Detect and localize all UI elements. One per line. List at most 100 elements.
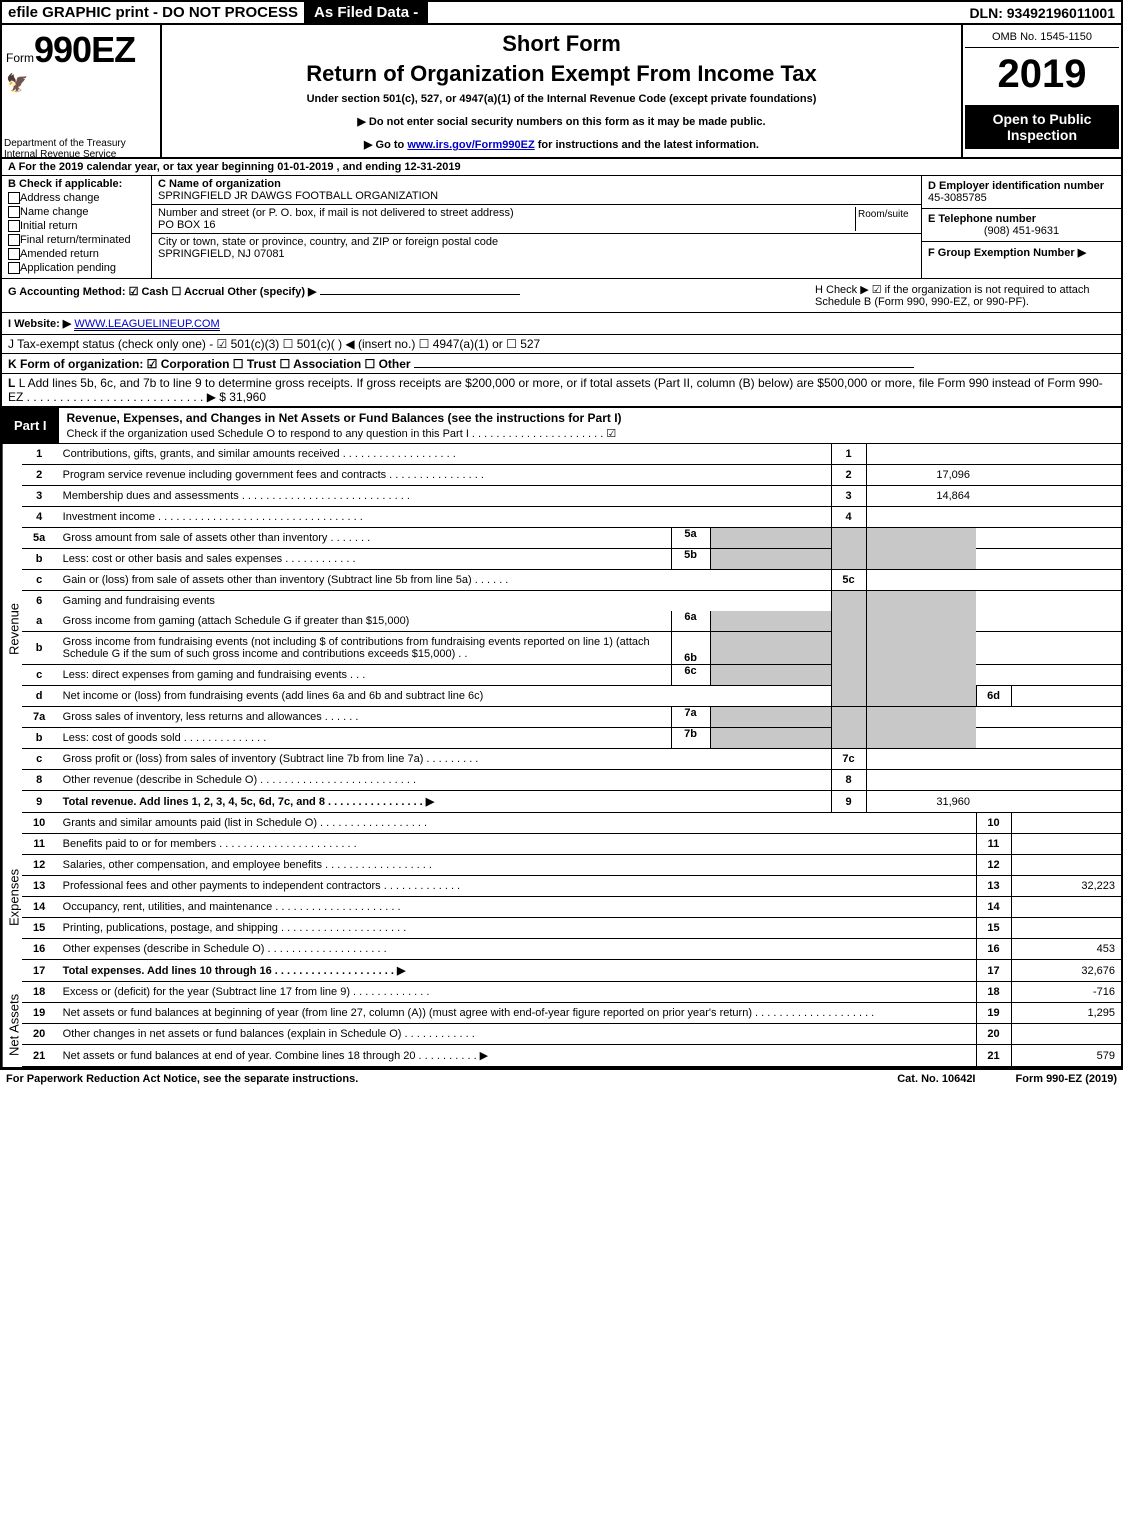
revenue-block: Revenue 1Contributions, gifts, grants, a… [2,444,1121,813]
part-1-title: Revenue, Expenses, and Changes in Net As… [59,407,1121,444]
form-label: Form [6,51,34,65]
tax-year: 2019 [965,48,1119,101]
amt-6b [711,632,831,664]
line-11: 11Benefits paid to or for members . . . … [22,834,1121,855]
as-filed-label: As Filed Data - [304,2,428,23]
line-14: 14Occupancy, rent, utilities, and mainte… [22,897,1121,918]
dept-treasury: Department of the Treasury Internal Reve… [4,138,156,160]
check-label-2: Initial return [20,220,77,232]
line-17: 17Total expenses. Add lines 10 through 1… [22,960,1121,982]
k-other-input[interactable] [414,356,914,368]
dept-line-1: Department of the Treasury [4,138,156,149]
dept-line-2: Internal Revenue Service [4,149,156,160]
street-label: Number and street (or P. O. box, if mail… [158,207,514,219]
header-right: OMB No. 1545-1150 2019 Open to Public In… [961,25,1121,157]
line-5a: 5aGross amount from sale of assets other… [22,528,1121,549]
check-label-4: Amended return [20,248,99,260]
open-public-label: Open to Public Inspection [965,105,1119,149]
header-row: Form 990EZ 🦅 Short Form Return of Organi… [2,25,1121,159]
irs-eagle-icon: 🦅 [6,73,156,94]
section-d-label: D Employer identification number [928,180,1104,192]
section-h: H Check ▶ ☑ if the organization is not r… [815,283,1115,308]
row-i: I Website: ▶ WWW.LEAGUELINEUP.COM [2,313,1121,335]
desc-5b: Less: cost or other basis and sales expe… [57,549,671,569]
amt-6a [711,611,831,631]
box-5a: 5a [671,528,711,548]
section-g: G Accounting Method: ☑ Cash ☐ Accrual Ot… [8,286,317,298]
amt-5b [711,549,831,569]
part-1-title-text: Revenue, Expenses, and Changes in Net As… [67,411,622,425]
part-1-label: Part I [2,415,59,436]
box-6b: 6b [671,632,711,664]
section-c: C Name of organization SPRINGFIELD JR DA… [152,176,921,278]
section-k: K Form of organization: ☑ Corporation ☐ … [2,354,1121,374]
top-bar: efile GRAPHIC print - DO NOT PROCESS As … [2,2,1121,25]
phone-value: (908) 451-9631 [928,225,1115,237]
footer: For Paperwork Reduction Act Notice, see … [0,1069,1123,1088]
form-container: efile GRAPHIC print - DO NOT PROCESS As … [0,0,1123,1069]
right-boxes: D Employer identification number 45-3085… [921,176,1121,278]
desc-6b: Gross income from fundraising events (no… [57,632,671,664]
netassets-block: Net Assets 18Excess or (deficit) for the… [2,982,1121,1067]
ein-value: 45-3085785 [928,192,987,204]
line-18: 18Excess or (deficit) for the year (Subt… [22,982,1121,1003]
line-3: 3Membership dues and assessments . . . .… [22,486,1121,507]
section-k-text: K Form of organization: ☑ Corporation ☐ … [8,357,411,371]
desc-6a: Gross income from gaming (attach Schedul… [57,611,671,631]
line-5c: cGain or (loss) from sale of assets othe… [22,570,1121,591]
line-6: 6Gaming and fundraising events [22,591,1121,612]
expenses-side-label: Expenses [2,813,22,982]
section-j: J Tax-exempt status (check only one) - ☑… [2,335,1121,354]
omb-number: OMB No. 1545-1150 [965,27,1119,48]
row-gh: G Accounting Method: ☑ Cash ☐ Accrual Ot… [2,279,1121,313]
part-1-subtitle: Check if the organization used Schedule … [67,427,1113,440]
section-i-label: I Website: ▶ [8,318,71,330]
header-center: Short Form Return of Organization Exempt… [162,25,961,157]
check-section: B Check if applicable: Address change Na… [2,176,1121,279]
amt-5a [711,528,831,548]
section-a: A For the 2019 calendar year, or tax yea… [2,159,1121,176]
line-2: 2Program service revenue including gover… [22,465,1121,486]
check-label-5: Application pending [20,262,116,274]
check-label-1: Name change [20,206,89,218]
header-subtitle: Under section 501(c), 527, or 4947(a)(1)… [168,93,955,105]
line-16: 16Other expenses (describe in Schedule O… [22,939,1121,960]
desc-6c: Less: direct expenses from gaming and fu… [57,665,671,685]
amt-6c [711,665,831,685]
checkbox-pending[interactable] [8,262,20,274]
check-label-0: Address change [20,192,100,204]
box-7a: 7a [671,707,711,727]
revenue-side-label: Revenue [2,444,22,813]
desc-7b: Less: cost of goods sold . . . . . . . .… [57,728,671,748]
arrow-line-1: ▶ Do not enter social security numbers o… [168,115,955,128]
irs-link[interactable]: www.irs.gov/Form990EZ [407,139,534,151]
part-1-header: Part I Revenue, Expenses, and Changes in… [2,407,1121,444]
website-link[interactable]: WWW.LEAGUELINEUP.COM [74,318,219,331]
footer-center: Cat. No. 10642I [857,1073,1015,1085]
amt-7b [711,728,831,748]
line-1: 1Contributions, gifts, grants, and simil… [22,444,1121,465]
form-number: 990EZ [34,29,135,71]
street-value: PO BOX 16 [158,219,215,231]
expenses-block: Expenses 10Grants and similar amounts pa… [2,813,1121,982]
checkbox-amended[interactable] [8,248,20,260]
netassets-table: 18Excess or (deficit) for the year (Subt… [22,982,1121,1067]
section-l-amount: $ 31,960 [219,390,266,404]
desc-5a: Gross amount from sale of assets other t… [57,528,671,548]
line-21: 21Net assets or fund balances at end of … [22,1045,1121,1067]
checkbox-name[interactable] [8,206,20,218]
box-6a: 6a [671,611,711,631]
desc-7a: Gross sales of inventory, less returns a… [57,707,671,727]
org-name: SPRINGFIELD JR DAWGS FOOTBALL ORGANIZATI… [158,190,438,202]
box-5b: 5b [671,549,711,569]
netassets-side-label: Net Assets [2,982,22,1067]
footer-right: Form 990-EZ (2019) [1016,1073,1118,1085]
line-4: 4Investment income . . . . . . . . . . .… [22,507,1121,528]
other-specify-input[interactable] [320,283,520,295]
check-label-3: Final return/terminated [20,234,131,246]
section-b-title: B Check if applicable: [8,178,145,190]
dln-label: DLN: 93492196011001 [963,3,1121,23]
checkbox-final[interactable] [8,234,20,246]
checkbox-address[interactable] [8,192,20,204]
checkbox-initial[interactable] [8,220,20,232]
